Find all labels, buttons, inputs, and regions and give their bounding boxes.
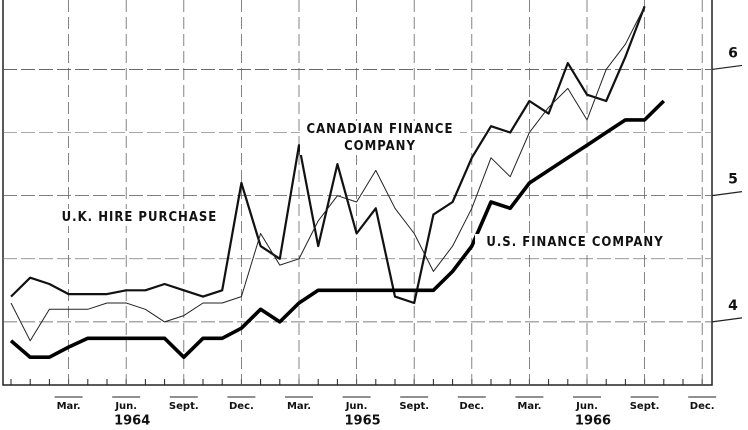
- y-tick-label: 6: [728, 45, 738, 61]
- x-tick-label: Mar.: [287, 401, 311, 412]
- y-tick: [711, 191, 743, 197]
- x-tick-label: Sept.: [630, 401, 660, 412]
- x-tick-label: Jun.: [345, 401, 368, 412]
- x-tick-label: Sept.: [169, 401, 199, 412]
- x-tick-label: Jun.: [575, 401, 598, 412]
- plot-frame: [2, 0, 713, 386]
- x-tick-label: Dec.: [690, 401, 715, 412]
- x-tick-label: Dec.: [459, 401, 484, 412]
- x-tick-label: Dec.: [229, 401, 254, 412]
- x-tick-label: Sept.: [399, 401, 429, 412]
- series-line: [9, 99, 666, 359]
- series-line: [10, 5, 646, 305]
- y-tick-label: 4: [728, 298, 738, 314]
- x-tick-label: Mar.: [517, 401, 541, 412]
- series-line: [10, 6, 646, 342]
- year-label: 1966: [575, 414, 611, 429]
- x-tick-label: Mar.: [57, 401, 81, 412]
- x-tick-label: Jun.: [114, 401, 137, 412]
- year-label: 1965: [345, 414, 381, 429]
- year-label: 1964: [114, 414, 150, 429]
- series-label: U.S. FINANCE COMPANY: [475, 234, 675, 251]
- series-label: CANADIAN FINANCE COMPANY: [300, 121, 460, 155]
- series-label: U.K. HIRE PURCHASE: [52, 209, 227, 226]
- y-tick: [711, 64, 743, 71]
- y-tick: [711, 317, 743, 323]
- y-tick-label: 5: [728, 172, 738, 188]
